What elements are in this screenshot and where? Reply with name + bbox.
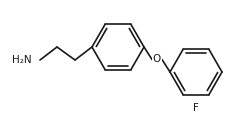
Text: H₂N: H₂N xyxy=(12,55,32,65)
Text: F: F xyxy=(193,102,199,113)
Text: O: O xyxy=(153,53,161,64)
